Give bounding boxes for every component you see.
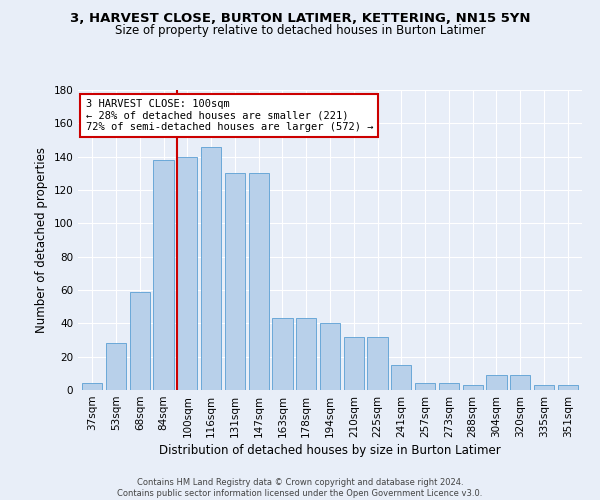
Bar [272, 318, 293, 390]
Bar [82, 384, 103, 390]
Bar [534, 385, 554, 390]
Bar [557, 385, 578, 390]
Bar [201, 146, 221, 390]
Y-axis label: Number of detached properties: Number of detached properties [35, 147, 48, 333]
Bar [415, 384, 435, 390]
Bar [510, 375, 530, 390]
X-axis label: Distribution of detached houses by size in Burton Latimer: Distribution of detached houses by size … [159, 444, 501, 457]
Bar [225, 174, 245, 390]
Bar [463, 385, 483, 390]
Bar [154, 160, 173, 390]
Bar [367, 336, 388, 390]
Bar [439, 384, 459, 390]
Bar [296, 318, 316, 390]
Text: 3 HARVEST CLOSE: 100sqm
← 28% of detached houses are smaller (221)
72% of semi-d: 3 HARVEST CLOSE: 100sqm ← 28% of detache… [86, 99, 373, 132]
Text: 3, HARVEST CLOSE, BURTON LATIMER, KETTERING, NN15 5YN: 3, HARVEST CLOSE, BURTON LATIMER, KETTER… [70, 12, 530, 26]
Bar [130, 292, 150, 390]
Bar [344, 336, 364, 390]
Bar [320, 324, 340, 390]
Bar [248, 174, 269, 390]
Bar [487, 375, 506, 390]
Text: Contains HM Land Registry data © Crown copyright and database right 2024.
Contai: Contains HM Land Registry data © Crown c… [118, 478, 482, 498]
Bar [106, 344, 126, 390]
Bar [177, 156, 197, 390]
Text: Size of property relative to detached houses in Burton Latimer: Size of property relative to detached ho… [115, 24, 485, 37]
Bar [391, 365, 412, 390]
